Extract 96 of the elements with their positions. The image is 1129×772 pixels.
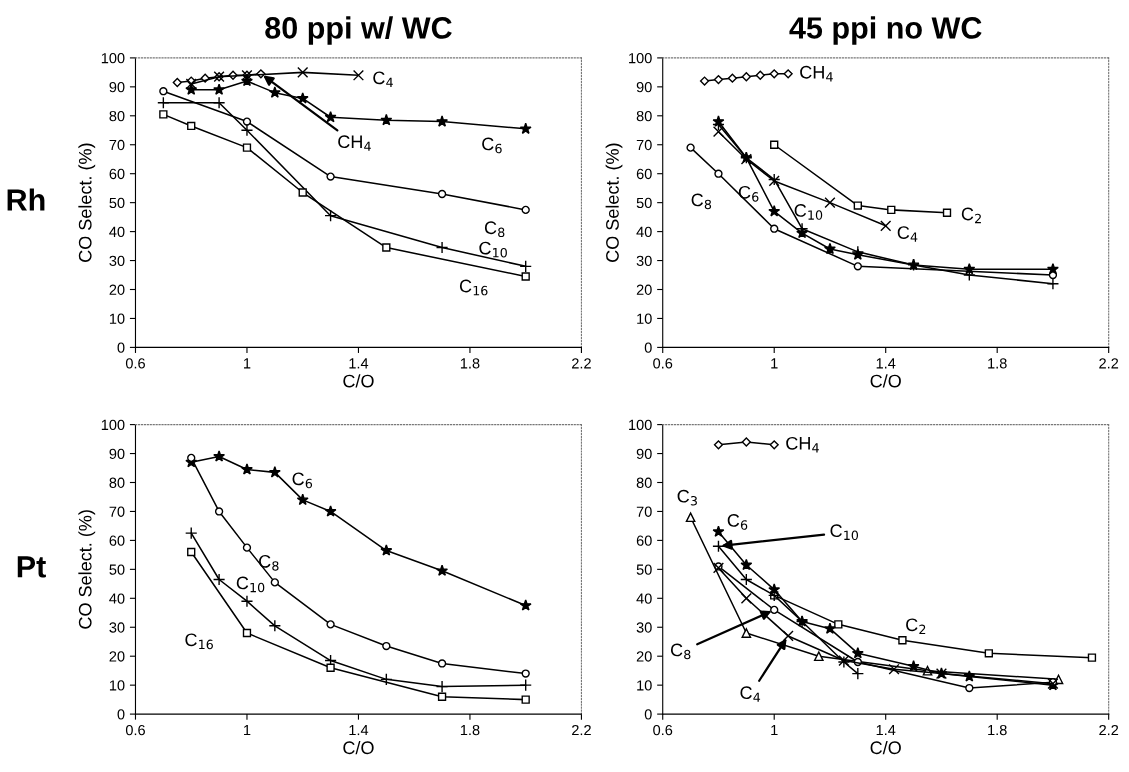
annotation: C$_{10}$ <box>794 204 823 220</box>
x-tick-label: 1 <box>244 725 251 736</box>
x-tick-label: 1 <box>771 725 778 736</box>
y-tick-label: 100 <box>101 419 125 431</box>
y-tick-label: 0 <box>644 342 652 353</box>
y-tick-label: 70 <box>636 506 652 517</box>
y-tick-label: 20 <box>109 651 125 662</box>
y-tick-label: 100 <box>101 53 125 64</box>
y-tick-label: 100 <box>629 419 652 431</box>
y-tick-label: 90 <box>109 448 125 459</box>
y-tick-label: 50 <box>636 197 652 209</box>
x-tick-label: 1.4 <box>349 358 369 369</box>
x-tick-label: 0.6 <box>653 724 673 736</box>
y-tick-label: 10 <box>109 680 125 691</box>
y-tick-label: 60 <box>109 168 125 180</box>
x-tick-label: 0.6 <box>653 358 673 369</box>
y-tick-label: 60 <box>109 535 125 546</box>
y-tick-label: 90 <box>109 81 125 93</box>
y-tick-label: 80 <box>636 110 652 122</box>
annotation: C$_{6}$ <box>727 514 748 530</box>
x-tick-label: 1.8 <box>988 358 1007 369</box>
x-axis-title: C/O <box>343 740 374 755</box>
x-tick-label: 2.2 <box>1099 358 1119 369</box>
annotation: C$_{4}$ <box>373 71 393 88</box>
y-tick-label: 50 <box>636 564 652 575</box>
annotation: CH$_{4}$ <box>338 135 371 151</box>
x-tick-label: 1.4 <box>876 358 896 369</box>
y-tick-label: 30 <box>109 255 125 266</box>
annotation: C$_{10}$ <box>830 524 859 541</box>
y-tick-label: 40 <box>109 593 125 604</box>
y-tick-label: 0 <box>117 709 125 720</box>
x-axis-title: C/O <box>870 374 901 388</box>
y-tick-label: 100 <box>629 53 652 64</box>
y-tick-label: 10 <box>637 313 652 324</box>
text: Rh <box>7 188 45 211</box>
y-tick-label: 40 <box>636 226 652 238</box>
y-tick-label: 70 <box>109 139 125 151</box>
annotation: C$_{2}$ <box>906 618 926 634</box>
chart-title: 45 ppi no WC <box>789 16 982 45</box>
y-tick-label: 40 <box>109 226 125 238</box>
x-tick-label: 2.2 <box>572 358 591 369</box>
annotation: C$_{4}$ <box>740 686 761 702</box>
y-tick-label: 60 <box>636 168 652 180</box>
y-tick-label: 40 <box>636 593 652 604</box>
y-tick-label: 10 <box>109 313 125 324</box>
y-tick-label: 80 <box>636 477 652 488</box>
x-tick-label: 2.2 <box>572 724 591 736</box>
x-tick-label: 1 <box>244 358 251 369</box>
y-tick-label: 70 <box>636 139 652 151</box>
annotation: C$_{10}$ <box>236 576 265 593</box>
x-tick-label: 1.8 <box>460 358 480 369</box>
y-tick-label: 0 <box>644 709 652 720</box>
y-tick-label: 80 <box>109 110 125 122</box>
annotation: C$_{8}$ <box>691 193 712 210</box>
x-tick-label: 1.4 <box>876 725 896 736</box>
annotation: C$_{10}$ <box>479 241 507 258</box>
y-tick-label: 80 <box>109 477 125 488</box>
annotation: C$_{4}$ <box>897 226 918 242</box>
y-tick-label: 50 <box>109 564 125 575</box>
text: Pt <box>17 556 46 578</box>
y-tick-label: 60 <box>636 535 652 546</box>
annotation: CH$_{4}$ <box>800 65 833 82</box>
y-tick-label: 30 <box>636 622 652 633</box>
y-tick-label: 50 <box>109 197 125 209</box>
x-axis-title: C/O <box>343 374 374 388</box>
annotation: C$_{2}$ <box>961 207 981 224</box>
x-tick-label: 1.4 <box>349 725 369 736</box>
chart-title: 80 ppi w/ WC <box>265 16 452 45</box>
annotation: C$_{6}$ <box>292 472 313 489</box>
annotation: C$_{6}$ <box>482 137 502 154</box>
y-tick-label: 90 <box>636 448 652 459</box>
x-tick-label: 2.2 <box>1099 724 1119 736</box>
y-tick-label: 30 <box>636 255 652 266</box>
y-tick-label: 0 <box>117 342 125 353</box>
y-tick-label: 70 <box>109 506 125 517</box>
y-tick-label: 10 <box>637 680 652 691</box>
x-tick-label: 0.6 <box>125 358 145 369</box>
y-tick-label: 20 <box>636 651 652 662</box>
x-axis-title: C/O <box>870 740 901 755</box>
annotation: C$_{3}$ <box>677 489 697 506</box>
annotation: C$_{16}$ <box>185 633 213 650</box>
x-tick-label: 0.6 <box>125 724 145 736</box>
y-axis-title: CO Select. (%) <box>605 143 623 262</box>
y-axis-title: CO Select. (%) <box>78 510 96 629</box>
y-tick-label: 20 <box>109 284 125 295</box>
annotation: CH$_{4}$ <box>786 436 819 453</box>
annotation: C$_{8}$ <box>484 221 505 238</box>
annotation: C$_{16}$ <box>459 279 488 296</box>
y-axis-title: CO Select. (%) <box>78 143 96 262</box>
y-tick-label: 20 <box>636 284 652 295</box>
y-tick-label: 90 <box>636 81 652 93</box>
annotation: C$_{8}$ <box>670 643 691 660</box>
y-tick-label: 30 <box>109 622 125 633</box>
x-tick-label: 1 <box>771 358 778 369</box>
x-tick-label: 1.8 <box>460 724 480 736</box>
x-tick-label: 1.8 <box>988 724 1007 736</box>
